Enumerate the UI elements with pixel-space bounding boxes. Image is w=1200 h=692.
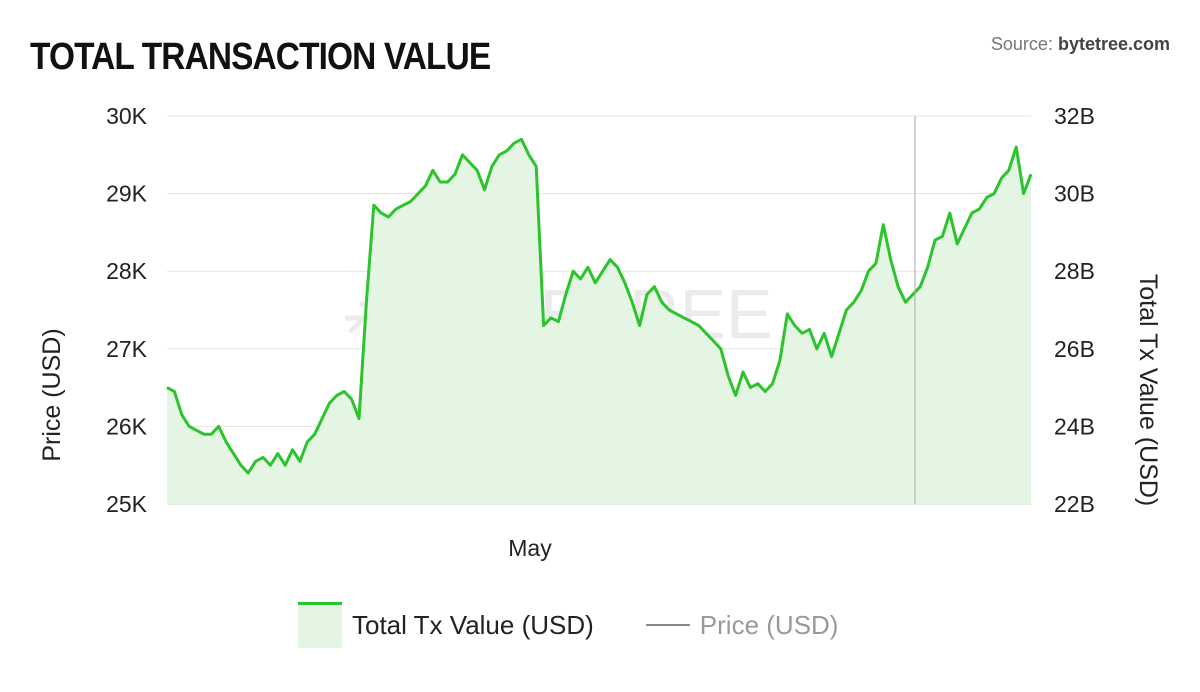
legend-item-price[interactable]: Price (USD)	[594, 609, 839, 641]
right-tick-label: 22B	[1054, 491, 1095, 517]
tx-value-area	[167, 139, 1031, 505]
source-link[interactable]: bytetree.com	[1057, 34, 1170, 54]
right-axis-title: Total Tx Value (USD)	[1134, 274, 1162, 506]
left-axis-title: Price (USD)	[38, 328, 66, 461]
legend-area-swatch-icon	[298, 602, 342, 648]
source-credit: Source: bytetree.com	[991, 34, 1170, 55]
legend-line-swatch-icon	[645, 624, 690, 626]
right-tick-label: 26B	[1054, 336, 1095, 362]
legend-label-tx-value: Total Tx Value (USD)	[352, 609, 594, 640]
legend-item-tx-value[interactable]: Total Tx Value (USD)	[298, 602, 594, 648]
legend-label-price: Price (USD)	[699, 609, 839, 640]
left-tick-label: 30K	[106, 103, 148, 129]
left-tick-label: 25K	[106, 491, 148, 517]
right-tick-label: 28B	[1054, 258, 1095, 284]
left-tick-label: 26K	[106, 413, 148, 439]
x-tick-label: May	[508, 535, 552, 561]
right-tick-label: 32B	[1054, 103, 1095, 129]
left-tick-label: 28K	[106, 258, 148, 284]
legend: Total Tx Value (USD) Price (USD)	[298, 602, 838, 648]
chart-title: TOTAL TRANSACTION VALUE	[30, 36, 491, 78]
left-tick-label: 29K	[106, 181, 148, 207]
right-tick-label: 24B	[1054, 413, 1095, 439]
right-tick-label: 30B	[1054, 181, 1095, 207]
left-tick-label: 27K	[106, 336, 148, 362]
left-axis: 25K 26K 27K 28K 29K 30K	[106, 103, 148, 517]
right-axis: 22B 24B 26B 28B 30B 32B	[1054, 103, 1095, 517]
tx-value-line	[166, 137, 1033, 475]
x-axis: May	[508, 535, 552, 561]
source-prefix: Source:	[990, 34, 1058, 54]
